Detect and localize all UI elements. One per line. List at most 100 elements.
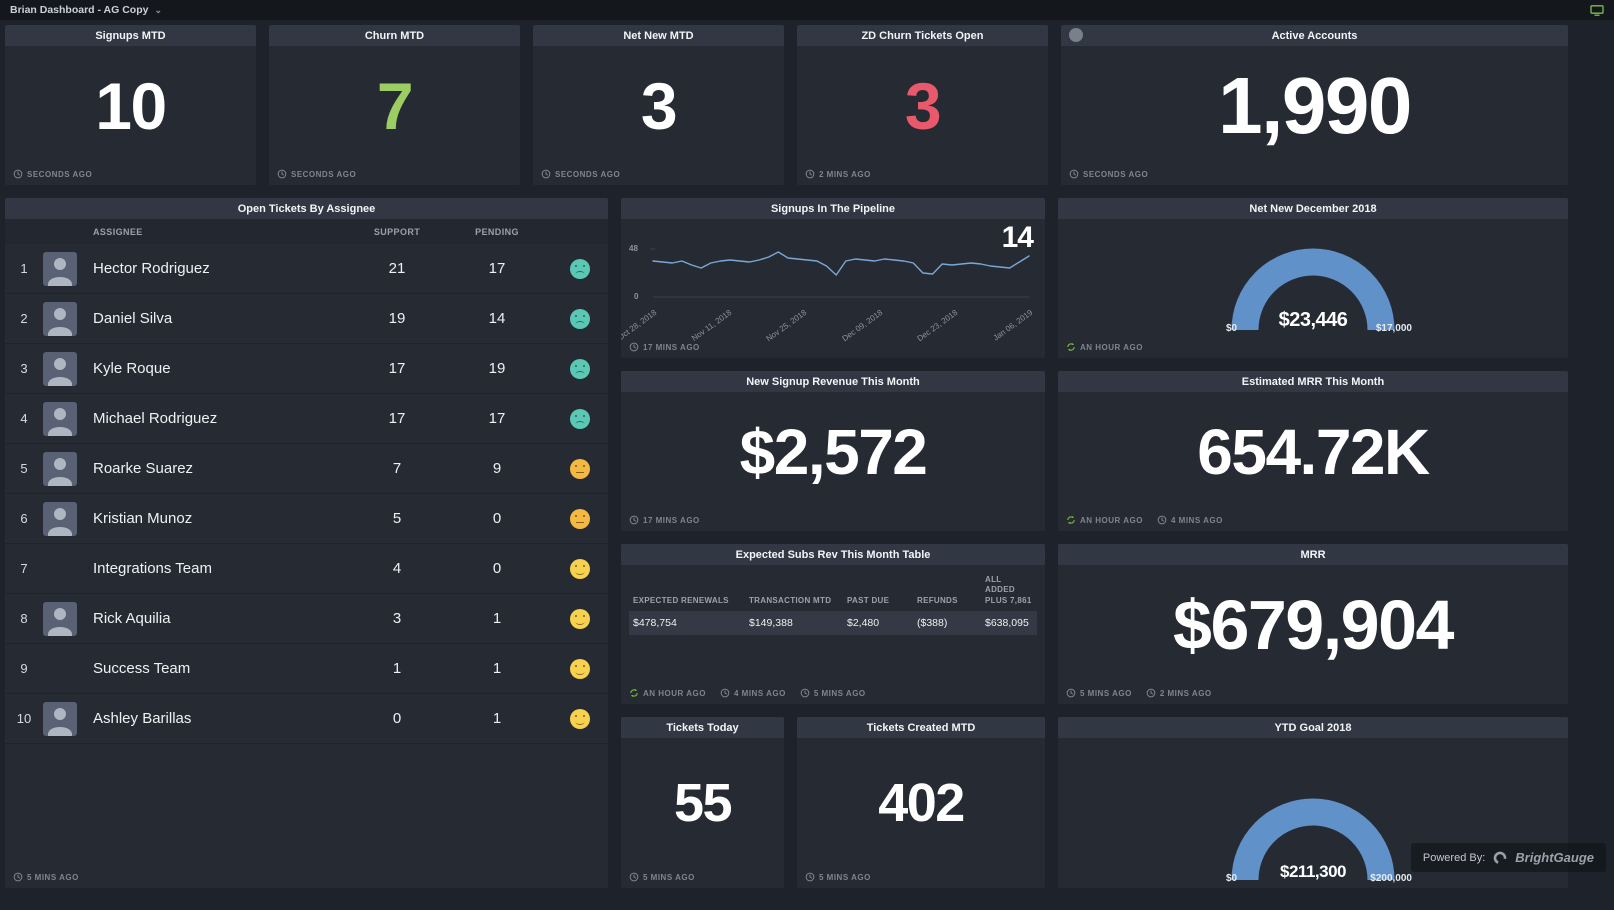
- last-updated-text: SECONDS AGO: [27, 169, 93, 179]
- kpi-value: 3: [640, 68, 678, 143]
- refresh-icon: [629, 688, 639, 698]
- clock-icon: [805, 872, 815, 882]
- subs-column-header: TRANSACTION MTD: [749, 595, 832, 605]
- card-header: Active Accounts: [1060, 25, 1568, 46]
- chevron-down-icon: ⌄: [154, 4, 163, 15]
- clock-icon: [800, 688, 810, 698]
- tickets-today-card: Tickets Today 55 5 MINS AGO: [621, 717, 784, 888]
- card-footer: 5 MINS AGO: [797, 868, 1045, 888]
- avatar: [43, 351, 77, 386]
- x-axis-label: Nov 11, 2018: [690, 308, 734, 343]
- pending-count: 17: [488, 410, 506, 427]
- last-updated: SECONDS AGO: [541, 169, 620, 179]
- last-updated-text: AN HOUR AGO: [1080, 342, 1143, 352]
- last-updated-text: 5 MINS AGO: [819, 872, 871, 882]
- card-footer: SECONDS AGO: [269, 165, 520, 185]
- support-count: 4: [392, 560, 402, 577]
- card-footer: 17 MINS AGO: [621, 338, 1045, 358]
- last-updated-text: 2 MINS AGO: [818, 169, 871, 179]
- table-row: 7 Integrations Team 4 0: [5, 544, 608, 594]
- chart-current-value: 14: [1001, 221, 1034, 254]
- kpi-card-active-accounts: Active Accounts 1,990 SECONDS AGO: [1060, 25, 1568, 185]
- clock-icon: [629, 872, 639, 882]
- last-updated-text: 17 MINS AGO: [643, 515, 700, 525]
- avatar: [43, 451, 77, 486]
- last-updated-text: 5 MINS AGO: [813, 688, 866, 698]
- dashboard-title-menu[interactable]: Brian Dashboard - AG Copy ⌄: [10, 4, 162, 16]
- card-title: MRR: [1300, 548, 1326, 561]
- avatar-placeholder: [43, 552, 77, 586]
- last-updated: 2 MINS AGO: [1146, 688, 1212, 698]
- kpi-value: 1,990: [1218, 60, 1412, 150]
- card-title: Open Tickets By Assignee: [237, 202, 376, 215]
- row-rank: 6: [20, 511, 28, 526]
- support-count: 17: [388, 360, 406, 377]
- subs-cell-value: $478,754: [633, 617, 677, 630]
- kpi-card-churn-mtd: Churn MTD 7 SECONDS AGO: [268, 25, 520, 185]
- last-updated: 2 MINS AGO: [805, 169, 871, 179]
- card-title: Net New MTD: [623, 29, 694, 42]
- mood-sad-icon: [570, 358, 590, 379]
- powered-by-label: Powered By:: [1422, 851, 1486, 864]
- card-title: Signups In The Pipeline: [770, 202, 896, 215]
- table-column-headers: ASSIGNEE SUPPORT PENDING: [5, 219, 608, 244]
- mood-happy-icon: [570, 708, 590, 729]
- card-footer: SECONDS AGO: [533, 165, 784, 185]
- table-row: 6 Kristian Munoz 5 0: [5, 494, 608, 544]
- row-rank: 8: [20, 611, 28, 626]
- card-header: Tickets Created MTD: [797, 717, 1045, 738]
- avatar: [43, 401, 77, 436]
- subs-column-header: ALL ADDED PLUS 7,861: [985, 575, 1032, 605]
- x-axis-label: Nov 25, 2018: [764, 308, 809, 344]
- powered-by-badge[interactable]: Powered By: BrightGauge: [1410, 843, 1606, 872]
- refresh-icon: [1066, 515, 1076, 525]
- avatar: [43, 501, 77, 536]
- mood-happy-icon: [570, 608, 590, 629]
- gauge: $23,446 $0 $17,000: [1226, 246, 1412, 334]
- card-footer: 5 MINS AGO: [5, 868, 608, 888]
- last-updated-text: 4 MINS AGO: [733, 688, 786, 698]
- mood-neutral-icon: [570, 458, 590, 479]
- clock-icon: [629, 342, 639, 352]
- card-header: Signups MTD: [5, 25, 256, 46]
- expected-subs-rev-card: Expected Subs Rev This Month Table EXPEC…: [621, 544, 1045, 704]
- open-tickets-card: Open Tickets By Assignee ASSIGNEE SUPPOR…: [5, 198, 608, 888]
- column-header-pending: PENDING: [475, 226, 519, 237]
- card-title: YTD Goal 2018: [1274, 721, 1352, 734]
- monitor-icon[interactable]: [1590, 4, 1604, 16]
- table-row: 2 Daniel Silva 19 14: [5, 294, 608, 344]
- kpi-row: Signups MTD 10 SECONDS AGO Churn MTD 7 SECOND…: [5, 25, 1568, 185]
- y-axis-min-label: 0: [634, 292, 639, 301]
- mrr-card: MRR $679,904 5 MINS AGO 2 MINS AGO: [1058, 544, 1568, 704]
- metric-value: $2,572: [739, 415, 928, 488]
- net-new-gauge-card: Net New December 2018 $23,446 $0 $17,000…: [1058, 198, 1568, 358]
- last-updated: 4 MINS AGO: [720, 688, 786, 698]
- last-updated: 5 MINS AGO: [805, 872, 871, 882]
- avatar-placeholder: [43, 652, 77, 686]
- card-header: New Signup Revenue This Month: [621, 371, 1045, 392]
- support-count: 0: [392, 710, 402, 727]
- clock-icon: [1066, 688, 1076, 698]
- avatar: [43, 701, 77, 736]
- y-axis-max-label: 48: [629, 244, 638, 253]
- support-count: 21: [388, 260, 406, 277]
- card-header: MRR: [1058, 544, 1568, 565]
- last-updated-text: SECONDS AGO: [554, 169, 621, 179]
- gauge-value: $23,446: [1278, 309, 1348, 331]
- info-icon: [1068, 28, 1083, 42]
- clock-icon: [720, 688, 730, 698]
- card-footer: AN HOUR AGO 4 MINS AGO 5 MINS AGO: [621, 684, 1045, 704]
- row-rank: 7: [20, 561, 28, 576]
- x-axis-labels: Oct 28, 2018 Nov 11, 2018 Nov 25, 2018 Dec …: [621, 308, 1035, 343]
- refresh-icon: [1066, 342, 1076, 352]
- tickets-created-mtd-card: Tickets Created MTD 402 5 MINS AGO: [797, 717, 1045, 888]
- pending-count: 0: [492, 510, 502, 527]
- card-header: Tickets Today: [621, 717, 784, 738]
- avatar: [43, 251, 77, 286]
- subs-table: EXPECTED RENEWALS TRANSACTION MTD PAST DUE…: [621, 565, 1045, 636]
- assignee-name: Rick Aquilia: [93, 610, 171, 627]
- card-header: Estimated MRR This Month: [1058, 371, 1568, 392]
- support-count: 19: [388, 310, 406, 327]
- subs-cell-value: $638,095: [985, 617, 1029, 630]
- card-footer: 2 MINS AGO: [797, 165, 1048, 185]
